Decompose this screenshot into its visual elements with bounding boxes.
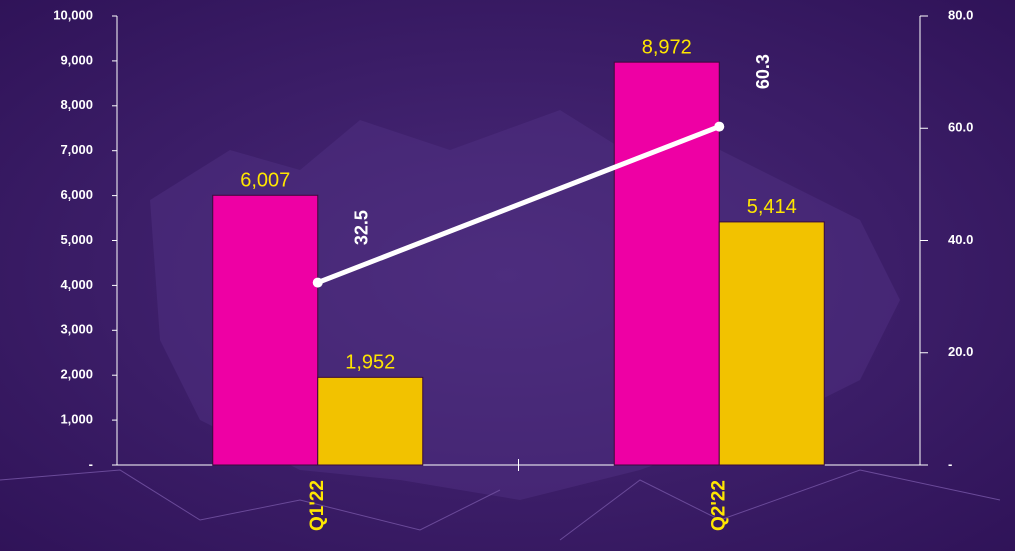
map-border	[0, 469, 1001, 541]
y-tick-label: 3,000	[60, 322, 93, 337]
x-tick-label: Q2'22	[708, 480, 729, 531]
line-label: 32.5	[352, 210, 372, 245]
y-tick-label: 2,000	[60, 367, 93, 382]
y-tick-label: 4,000	[60, 277, 93, 292]
bar	[613, 61, 720, 466]
line	[316, 124, 721, 285]
y-tick-label: 7,000	[60, 142, 93, 157]
y-tick-label: 9,000	[60, 52, 93, 67]
y2-tick-label: -	[948, 456, 952, 471]
y2-tick-label: 80.0	[948, 7, 973, 22]
y2-tick-label: 60.0	[948, 120, 973, 135]
bar	[317, 376, 424, 466]
y-tick-label: 10,000	[53, 7, 93, 22]
y-tick-label: 1,000	[60, 412, 93, 427]
bar	[718, 221, 825, 466]
line-point	[312, 277, 323, 288]
y-tick-label: 8,000	[60, 97, 93, 112]
y-tick-label: -	[89, 456, 93, 471]
value-label: 8,972	[642, 36, 692, 58]
y2-tick-label: 20.0	[948, 344, 973, 359]
line-point	[714, 121, 725, 132]
y2-tick-label: 40.0	[948, 232, 973, 247]
line-label: 60.3	[753, 54, 773, 89]
y-tick-label: 5,000	[60, 232, 93, 247]
x-tick-label: Q1'22	[307, 480, 328, 531]
value-label: 5,414	[747, 196, 797, 218]
value-label: 1,952	[345, 352, 395, 374]
value-label: 6,007	[240, 170, 290, 192]
y-tick-label: 6,000	[60, 187, 93, 202]
bar	[212, 194, 319, 466]
